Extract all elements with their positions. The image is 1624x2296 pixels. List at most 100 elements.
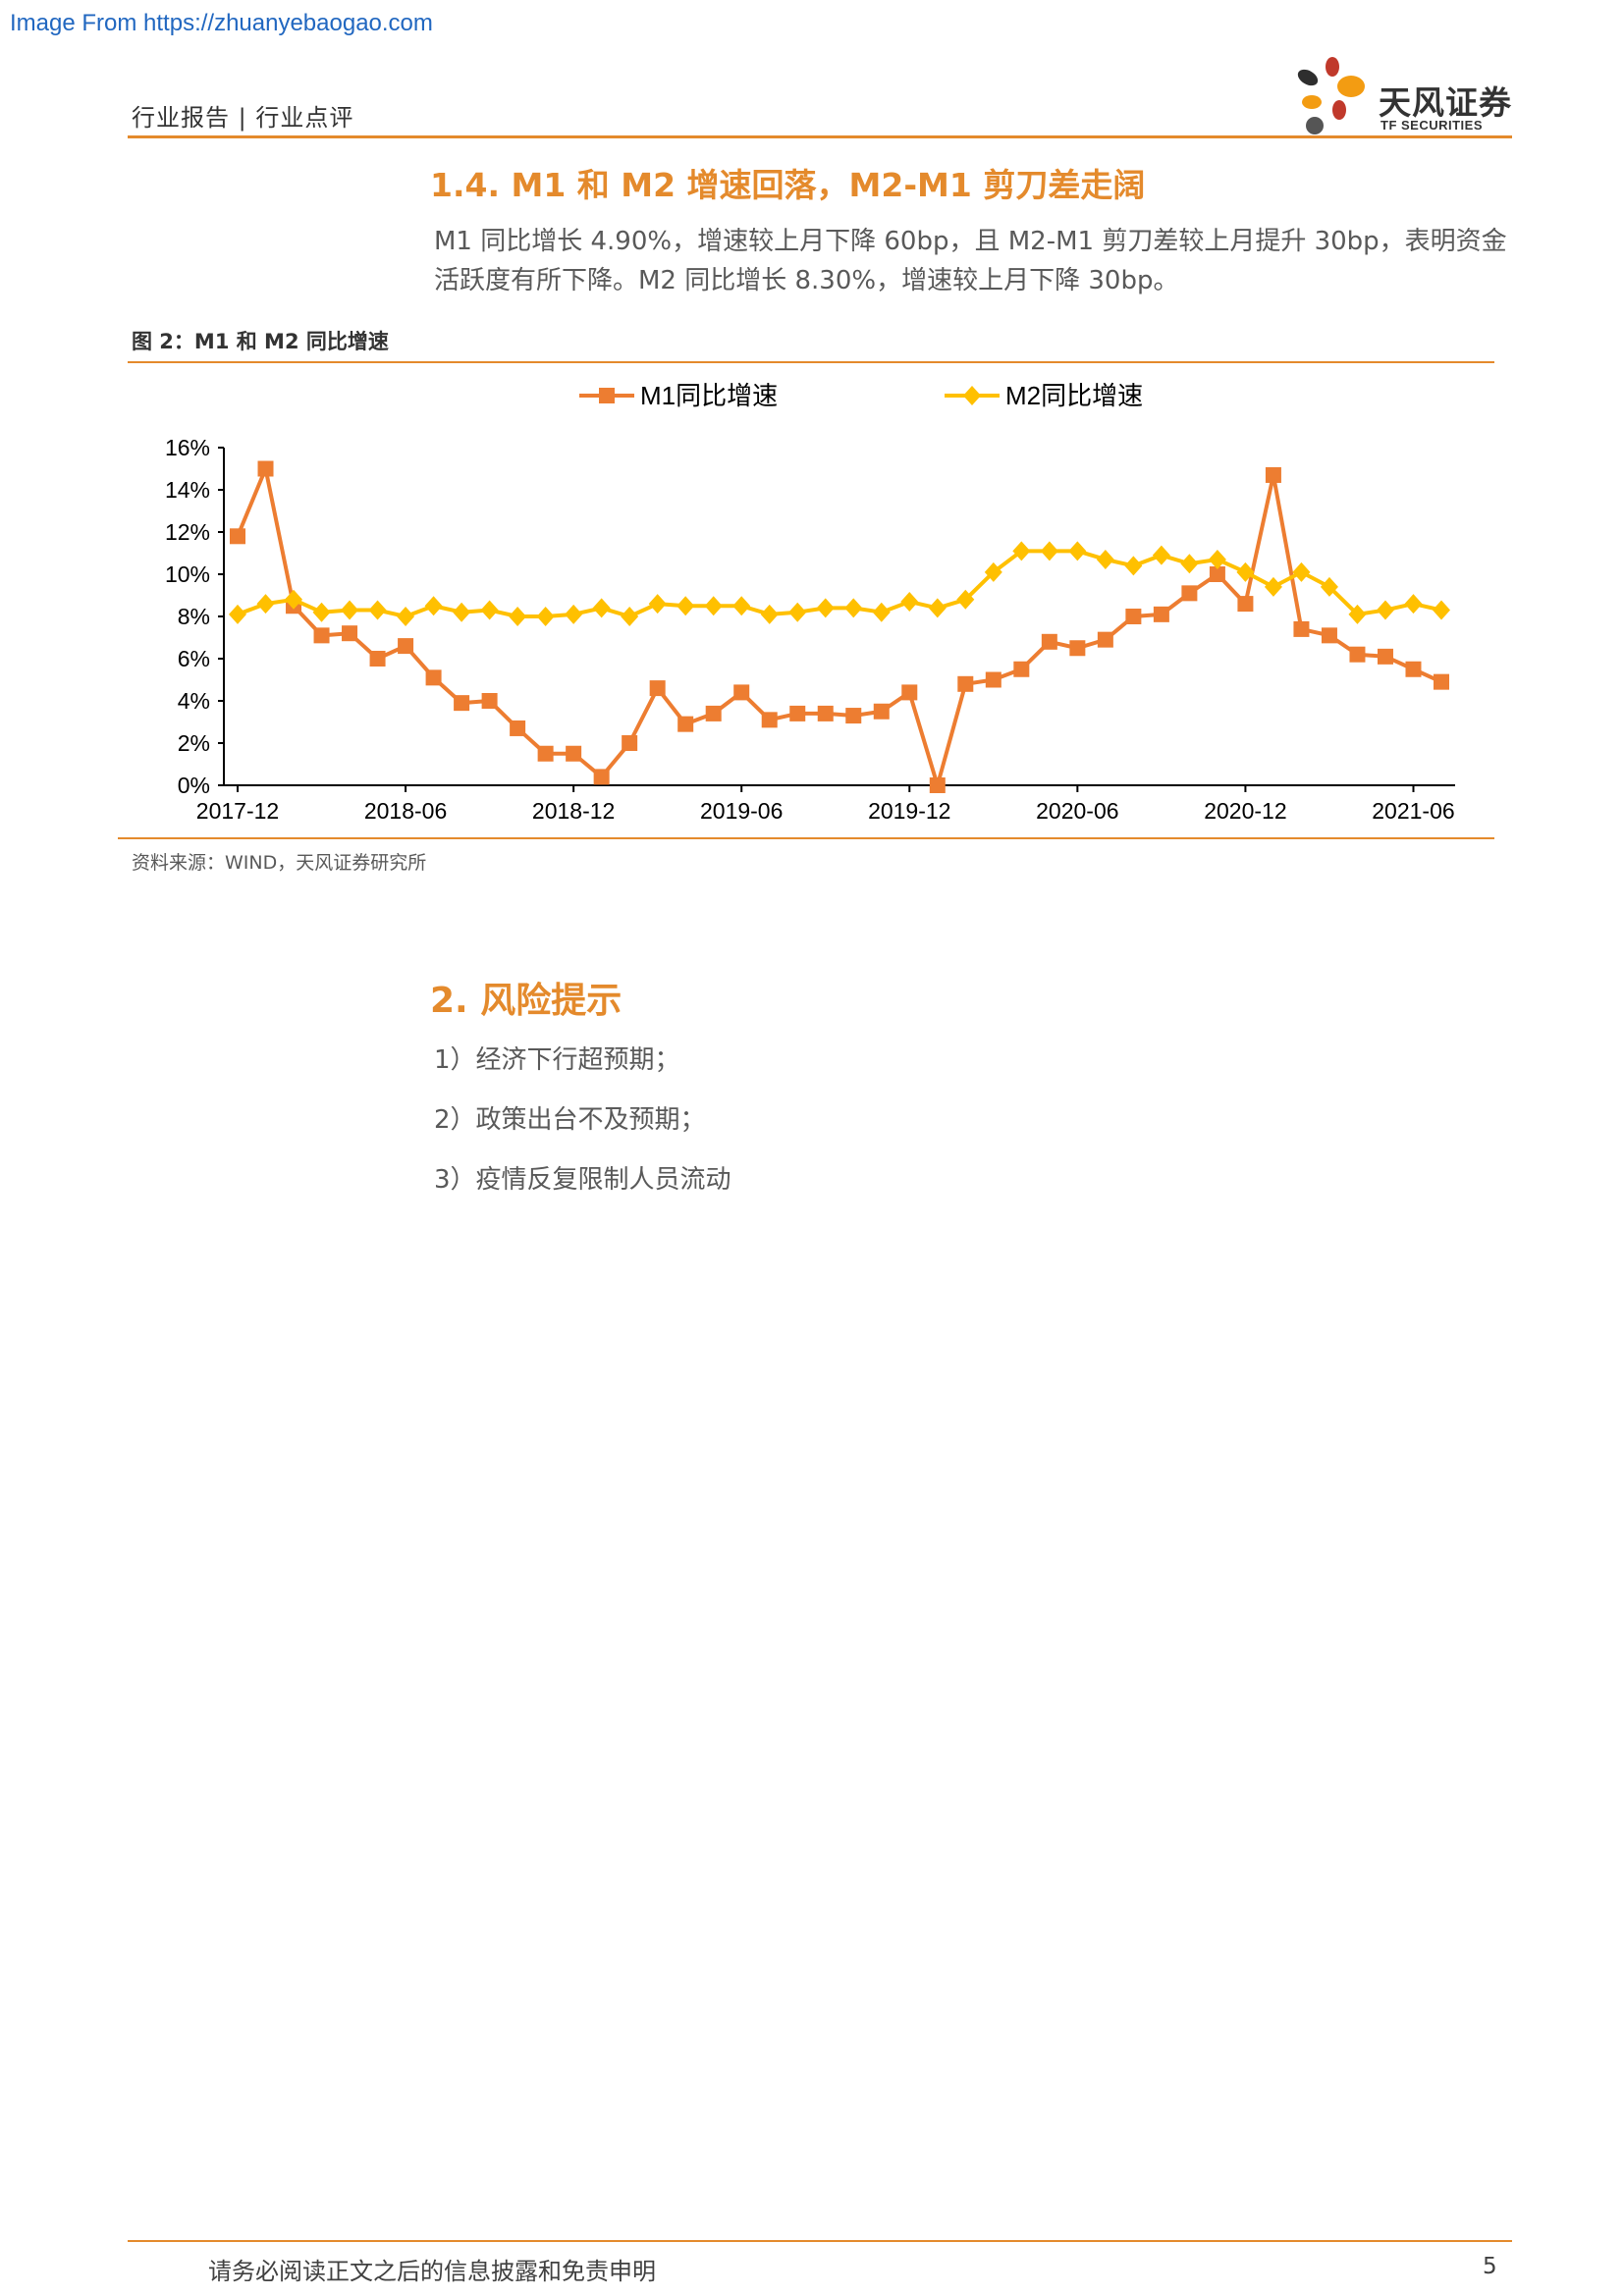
m1-point [257, 460, 274, 477]
m1-point [1125, 609, 1142, 624]
y-tick-label: 10% [165, 561, 210, 587]
m2-point [341, 600, 359, 620]
x-tick-label: 2021-06 [1372, 798, 1454, 824]
m1-point [593, 769, 610, 785]
y-tick-label: 0% [178, 773, 210, 798]
m1-point [1434, 673, 1449, 690]
m2-point [424, 596, 443, 616]
watermark-source-link[interactable]: Image From https://zhuanyebaogao.com [10, 10, 433, 36]
m1-point [230, 528, 245, 545]
m1-point [761, 712, 778, 728]
header-divider [128, 135, 1512, 138]
m2-point [453, 602, 471, 622]
m1-point [1321, 627, 1337, 644]
m1-point [510, 720, 526, 736]
logo-name-en: TF SECURITIES [1380, 118, 1484, 133]
m1-point [481, 693, 498, 709]
m2-point [677, 596, 695, 616]
m2-point [900, 591, 919, 612]
logo-flower-icon [1297, 57, 1365, 134]
m1-point [705, 705, 722, 721]
m2-point [1348, 604, 1367, 624]
m1-point [901, 684, 918, 701]
m2-point [1012, 541, 1031, 561]
m2-point [816, 598, 835, 618]
m2-point [704, 596, 723, 616]
m1-point [1377, 648, 1393, 665]
m2-point [1433, 600, 1450, 620]
m2-point [1208, 549, 1226, 569]
m1-point [1405, 661, 1422, 677]
m1-point [1041, 633, 1057, 650]
m2-point [788, 602, 807, 622]
figure-top-rule [128, 361, 1494, 363]
m1-point [845, 708, 862, 724]
m1-point [1293, 620, 1310, 637]
m2-point [312, 602, 331, 622]
m2-point [1236, 561, 1255, 582]
m2-point [732, 596, 751, 616]
body-paragraph: M1 同比增长 4.90%，增速较上月下降 60bp，且 M2-M1 剪刀差较上… [434, 227, 1507, 295]
m1-point [957, 675, 974, 692]
x-tick-label: 2020-12 [1204, 798, 1286, 824]
x-tick-label: 2017-12 [196, 798, 279, 824]
section-title: 1.4. M1 和 M2 增速回落，M2-M1 剪刀差走阔 [430, 166, 1146, 204]
footer-divider [128, 2240, 1512, 2242]
m1-point [789, 705, 806, 721]
m2-point [229, 604, 246, 624]
m2-point [1096, 549, 1114, 569]
figure-source: 资料来源：WIND，天风证券研究所 [132, 852, 427, 874]
m1-point [1209, 566, 1225, 582]
m1-point [873, 703, 890, 720]
m2-point [256, 594, 275, 614]
m1-point [369, 651, 386, 667]
m1-point [1069, 640, 1086, 657]
m2-point [509, 607, 527, 626]
x-tick-label: 2020-06 [1036, 798, 1118, 824]
m1-point [1153, 606, 1169, 622]
m2-point [648, 594, 667, 614]
legend-marker [963, 386, 981, 405]
m1-point [1097, 631, 1113, 648]
y-tick-label: 2% [178, 730, 210, 756]
m2-point [285, 589, 303, 610]
risk-item: 1）经济下行超预期； [434, 1045, 680, 1075]
y-tick-label: 14% [165, 477, 210, 503]
m1-point [313, 627, 330, 644]
m1-point [342, 625, 358, 642]
m2-point [1124, 556, 1143, 576]
m2-point [1292, 561, 1311, 582]
m1-point [733, 684, 750, 701]
footer-disclaimer: 请务必阅读正文之后的信息披露和免责申明 [208, 2258, 656, 2285]
m2-point [1320, 576, 1338, 597]
m2-point [1180, 554, 1199, 574]
company-logo: 天风证券 TF SECURITIES [1286, 51, 1522, 139]
m1-point [1237, 596, 1254, 613]
m2-point [956, 589, 975, 610]
page-number: 5 [1483, 2254, 1497, 2279]
m1-m2-growth-chart: 0% 2% 4% 6% 8% 10% 12% 14% 16% 2017-12 2018-06 2018… [165, 381, 1455, 824]
y-tick-label: 8% [178, 604, 210, 629]
m2-point [1264, 576, 1282, 597]
m1-point [454, 695, 470, 712]
m1-point [1181, 585, 1198, 602]
m1-point [677, 716, 694, 732]
risk-item: 3）疫情反复限制人员流动 [434, 1165, 731, 1195]
m2-point [1068, 541, 1087, 561]
m2-point [844, 598, 863, 618]
figure-bottom-rule [118, 837, 1494, 839]
m1-point [537, 745, 554, 762]
m1-point [817, 705, 834, 721]
y-tick-label: 6% [178, 646, 210, 671]
m1-point [398, 638, 414, 655]
series-line-2 [237, 549, 1442, 618]
series-line-1 [236, 466, 1442, 787]
m2-point [536, 607, 555, 626]
m1-point [566, 745, 582, 762]
m2-point [368, 600, 387, 620]
m2-point [984, 561, 1002, 582]
m2-point [621, 607, 639, 626]
m2-point [565, 604, 583, 624]
m2-point [928, 598, 947, 618]
m2-point [480, 600, 499, 620]
